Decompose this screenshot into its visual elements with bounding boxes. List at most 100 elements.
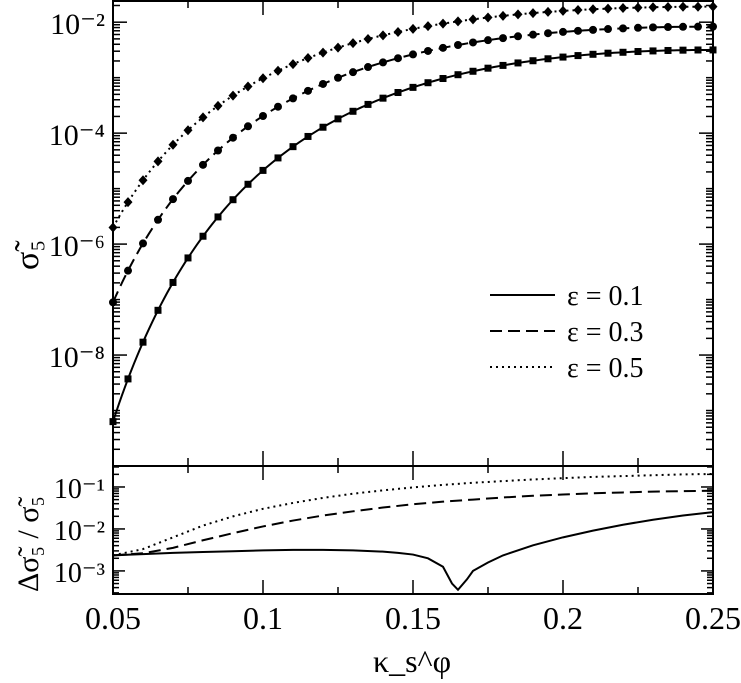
data-point <box>484 36 492 45</box>
data-point <box>109 418 117 426</box>
data-point <box>319 79 327 88</box>
data-point <box>349 107 357 115</box>
data-point <box>543 6 553 17</box>
data-point <box>288 59 298 70</box>
data-point <box>379 94 387 102</box>
data-point <box>423 21 433 32</box>
series-line <box>112 489 714 557</box>
data-point <box>498 10 508 21</box>
data-point <box>348 38 358 49</box>
data-point <box>439 75 447 83</box>
data-point <box>244 180 252 188</box>
data-point <box>273 65 283 76</box>
data-point <box>664 23 672 32</box>
data-point <box>364 63 372 72</box>
data-point <box>499 34 507 43</box>
bottom-panel-tick-labels: 10⁻¹ 10⁻² 10⁻³ 0.05 0.1 0.15 0.2 0.25 <box>54 474 741 636</box>
data-point <box>123 197 133 208</box>
data-point <box>424 79 432 87</box>
data-point <box>453 16 463 27</box>
data-point <box>409 83 417 91</box>
data-point <box>514 59 522 67</box>
bottom-y-tick-label: 10⁻² <box>54 516 105 547</box>
top-y-axis-label: σ̃₅ <box>9 240 46 270</box>
data-point <box>138 175 148 186</box>
legend-label: ε = 0.5 <box>567 353 644 384</box>
data-point <box>304 132 312 140</box>
data-point <box>559 53 567 61</box>
bottom-y-tick-label: 10⁻¹ <box>54 474 105 505</box>
data-point <box>289 94 297 103</box>
data-point <box>124 266 132 275</box>
data-point <box>454 71 462 79</box>
data-point <box>438 18 448 29</box>
data-point <box>604 49 612 57</box>
data-point <box>169 278 177 286</box>
top-y-tick-label: 10⁻² <box>50 8 105 41</box>
data-point <box>693 1 703 12</box>
data-point <box>168 139 178 150</box>
data-point <box>139 239 147 248</box>
data-point <box>663 1 673 12</box>
data-point <box>619 24 627 33</box>
data-point <box>649 23 657 32</box>
data-point <box>154 306 162 314</box>
data-point <box>469 38 477 47</box>
data-point <box>588 4 598 15</box>
top-y-tick-label: 10⁻⁸ <box>49 341 105 374</box>
data-point <box>394 89 402 97</box>
data-point <box>664 46 672 54</box>
x-tick-label: 0.15 <box>385 600 441 636</box>
top-y-tick-label: 10⁻⁶ <box>49 230 105 263</box>
bottom-panel: 10⁻¹ 10⁻² 10⁻³ 0.05 0.1 0.15 0.2 0.25 Δσ̃₅ / σ̃… <box>12 465 741 679</box>
data-point <box>589 25 597 34</box>
data-point <box>483 12 493 23</box>
bottom-panel-series <box>112 472 714 592</box>
data-point <box>544 29 552 38</box>
data-point <box>619 48 627 56</box>
data-point <box>499 61 507 69</box>
top-panel-series <box>108 1 718 426</box>
data-point <box>558 5 568 16</box>
top-panel: 10⁻² 10⁻⁴ 10⁻⁶ 10⁻⁸ ε = 0.1 ε = 0.3 ε = 0.5 σ… <box>9 0 718 467</box>
data-point <box>303 53 313 64</box>
legend-label: ε = 0.1 <box>567 281 644 312</box>
data-point <box>574 52 582 60</box>
data-point <box>649 47 657 55</box>
data-point <box>393 26 403 37</box>
data-point <box>678 1 688 12</box>
data-point <box>589 50 597 58</box>
data-point <box>364 100 372 108</box>
data-point <box>394 54 402 63</box>
data-point <box>259 166 267 174</box>
x-tick-label: 0.25 <box>685 600 741 636</box>
x-tick-label: 0.2 <box>543 600 583 636</box>
x-axis-label: κ_s^φ <box>373 643 451 679</box>
top-panel-tick-labels: 10⁻² 10⁻⁴ 10⁻⁶ 10⁻⁸ <box>49 8 105 374</box>
data-point <box>199 160 207 169</box>
data-point <box>258 73 268 84</box>
data-point <box>378 30 388 41</box>
data-point <box>214 146 222 155</box>
x-tick-label: 0.1 <box>243 600 283 636</box>
data-point <box>319 123 327 131</box>
data-point <box>304 86 312 95</box>
data-point <box>334 115 342 123</box>
data-point <box>409 50 417 59</box>
data-point <box>109 298 117 307</box>
legend: ε = 0.1 ε = 0.3 ε = 0.5 <box>490 281 644 384</box>
data-point <box>183 125 193 136</box>
data-point <box>214 213 222 221</box>
data-point <box>408 23 418 34</box>
data-point <box>229 196 237 204</box>
data-point <box>529 30 537 39</box>
legend-label: ε = 0.3 <box>567 317 644 348</box>
data-point <box>349 68 357 77</box>
data-point <box>544 55 552 63</box>
data-point <box>708 1 718 12</box>
bottom-panel-frame <box>112 465 714 595</box>
bottom-panel-ticks <box>112 466 714 594</box>
data-point <box>333 42 343 53</box>
series-line <box>112 511 714 592</box>
